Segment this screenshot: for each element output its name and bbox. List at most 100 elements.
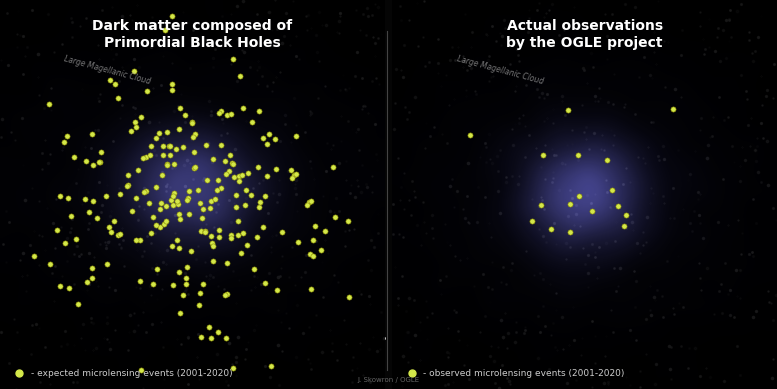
Point [131,237,143,244]
Point [200,142,212,149]
Point [104,229,117,235]
Point [159,203,172,209]
Point [168,190,180,196]
Point [86,275,99,282]
Point [150,222,162,228]
Point [307,253,319,259]
Point [239,202,251,209]
Point [212,177,225,183]
Point [211,187,224,193]
Point [70,236,82,242]
Point [103,77,116,83]
Point [342,218,354,224]
Point [177,292,190,298]
Point [263,131,276,137]
Point [276,230,288,236]
Text: - expected microlensing events (2001-2020): - expected microlensing events (2001-202… [31,369,232,378]
Text: Large Magellanic Cloud: Large Magellanic Cloud [64,54,152,86]
Point [219,291,232,298]
Point [244,192,256,198]
Point [235,251,247,257]
Point [535,202,547,208]
Point [224,152,236,158]
Point [605,187,618,194]
Point [86,198,99,204]
Point [237,230,249,236]
Point [225,231,238,238]
Point [186,119,199,125]
Point [226,161,239,167]
Point [232,217,245,224]
Point [131,167,144,173]
Point [537,151,549,158]
Point [114,231,127,238]
Point [172,269,185,275]
Point [187,165,200,172]
Point [179,280,192,287]
Point [93,159,106,165]
Point [221,291,233,297]
Point [225,235,237,242]
Point [129,119,141,125]
Point [194,200,207,206]
Point [85,131,98,137]
Point [319,228,331,234]
Point [326,164,339,170]
Point [205,233,218,239]
Point [54,283,66,289]
Point [246,119,259,125]
Point [215,108,228,114]
Point [564,201,577,207]
Point [205,335,218,341]
Text: J. Skowron / OGLE: J. Skowron / OGLE [357,377,420,383]
Point [57,138,70,145]
Point [230,204,242,210]
Point [93,159,106,165]
Point [61,133,74,139]
Point [143,200,155,206]
Point [51,226,64,233]
Point [80,158,92,164]
Point [127,68,140,74]
Point [304,251,316,257]
Point [163,152,176,158]
Point [270,166,282,172]
Point [256,224,269,230]
Point [197,215,209,221]
Point [586,208,598,214]
Point [225,160,238,166]
Point [44,261,57,267]
Point [172,201,184,207]
Point [464,132,476,138]
Point [207,156,219,162]
Point [68,154,80,160]
Point [169,145,182,152]
Point [173,105,186,111]
Point [308,223,321,229]
Point [260,279,272,286]
Point [290,133,302,140]
Point [59,240,71,247]
Point [225,111,237,117]
Point [223,168,235,174]
Point [269,136,281,142]
Point [141,88,154,94]
Point [153,130,166,136]
Point [111,232,124,238]
Point [545,226,558,233]
Point [253,165,265,171]
Point [197,281,209,287]
Point [78,196,91,202]
Point [103,224,115,230]
Point [261,173,274,179]
Point [227,365,239,371]
Point [618,223,630,229]
Point [126,208,138,214]
Point [221,260,233,266]
Point [121,183,134,189]
Point [183,187,195,194]
Point [155,200,167,206]
Point [161,161,173,168]
Point [270,287,283,293]
Point [82,209,95,216]
